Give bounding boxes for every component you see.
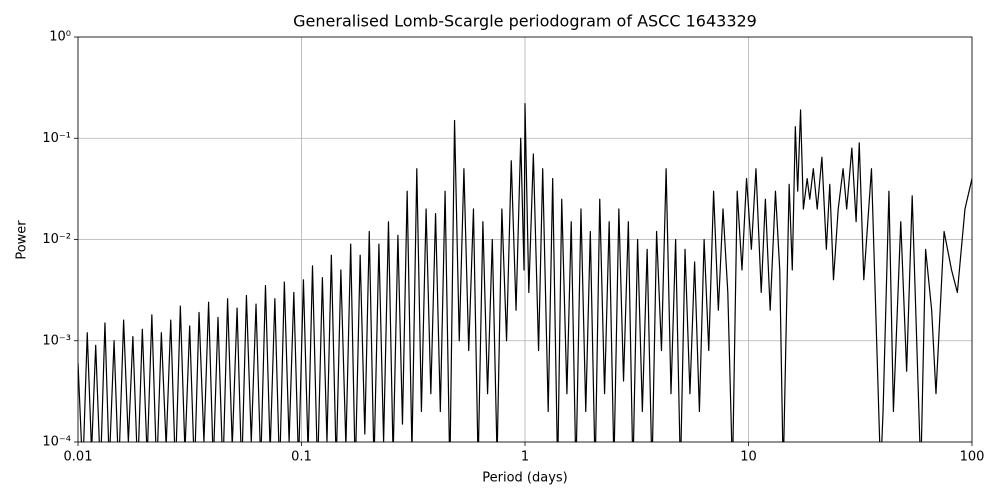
x-tick-label: 100	[960, 450, 985, 465]
y-tick-label: 10⁰	[49, 30, 71, 45]
y-tick-label: 10⁻⁴	[42, 435, 71, 450]
grid	[77, 36, 973, 443]
chart-title: Generalised Lomb-Scargle periodogram of …	[293, 12, 757, 31]
x-axis-label: Period (days)	[482, 471, 568, 486]
plot-area	[78, 102, 972, 442]
periodogram-line	[78, 102, 972, 442]
y-tick-label: 10⁻²	[42, 232, 71, 247]
x-tick-label: 0.1	[291, 450, 312, 465]
y-tick-label: 10⁻¹	[42, 131, 71, 146]
y-axis-label: Power	[15, 220, 30, 260]
x-tick-label: 10	[740, 450, 757, 465]
x-tick-label: 1	[521, 450, 529, 465]
y-tick-label: 10⁻³	[42, 333, 71, 348]
x-tick-label: 0.01	[64, 450, 93, 465]
